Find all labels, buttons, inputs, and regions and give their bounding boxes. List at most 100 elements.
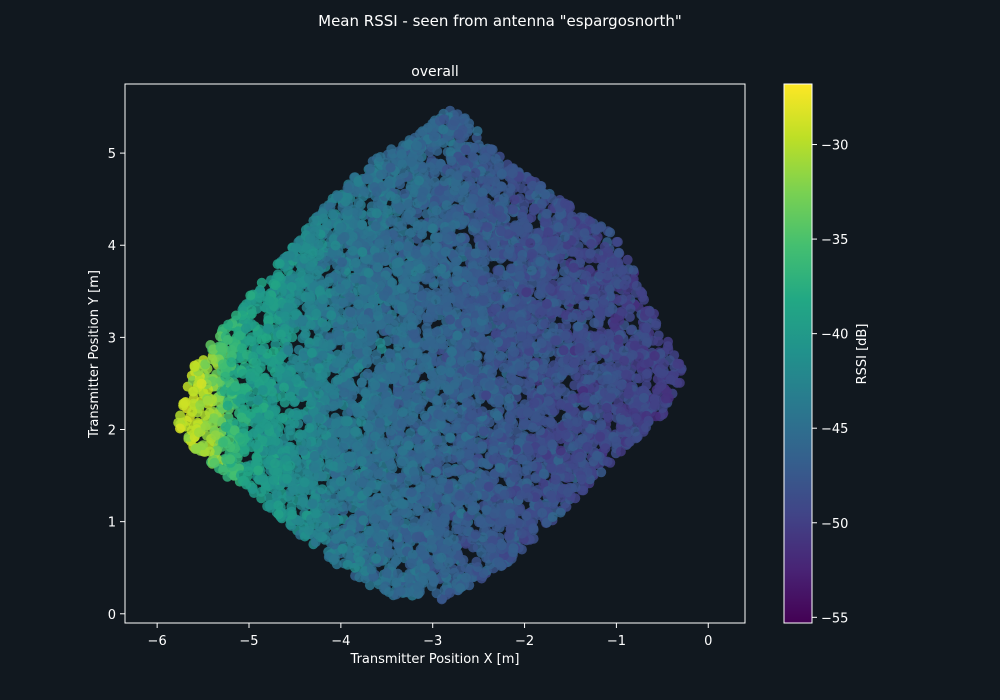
scatter-point	[536, 384, 547, 395]
scatter-point	[238, 422, 249, 433]
scatter-point	[596, 467, 607, 478]
scatter-points	[173, 105, 687, 605]
scatter-point	[475, 515, 486, 526]
scatter-point	[336, 314, 347, 325]
scatter-point	[405, 299, 415, 310]
scatter-point	[554, 210, 565, 220]
scatter-point	[527, 303, 538, 314]
scatter-point	[560, 330, 571, 341]
scatter-point	[392, 266, 402, 277]
scatter-point	[468, 142, 479, 153]
scatter-point	[489, 164, 500, 175]
scatter-point	[461, 518, 472, 529]
scatter-point	[424, 146, 435, 157]
scatter-point	[307, 248, 318, 259]
scatter-point	[594, 403, 604, 414]
scatter-point	[585, 248, 596, 259]
scatter-point	[476, 547, 487, 558]
scatter-point	[556, 383, 567, 394]
scatter-point	[437, 474, 448, 485]
scatter-point	[305, 320, 316, 330]
scatter-point	[236, 412, 247, 423]
scatter-point	[404, 260, 415, 271]
scatter-point	[538, 478, 549, 489]
scatter-point	[427, 542, 438, 553]
scatter-point	[433, 232, 444, 243]
scatter-point	[405, 428, 416, 438]
scatter-point	[314, 249, 325, 260]
plot-subtitle: overall	[411, 64, 459, 80]
scatter-point	[622, 254, 633, 265]
scatter-point	[503, 401, 514, 411]
scatter-point	[415, 128, 425, 139]
scatter-point	[504, 422, 515, 433]
figure-title: Mean RSSI - seen from antenna "espargosn…	[318, 12, 682, 30]
scatter-point	[498, 193, 509, 204]
scatter-point	[543, 396, 554, 406]
scatter-point	[555, 507, 566, 518]
scatter-point	[362, 368, 373, 379]
scatter-point	[530, 473, 541, 484]
scatter-point	[487, 239, 498, 250]
scatter-point	[641, 380, 652, 391]
scatter-point	[229, 369, 240, 380]
scatter-point	[663, 344, 674, 355]
scatter-point	[657, 403, 668, 414]
scatter-point	[665, 374, 676, 385]
scatter-point	[352, 207, 363, 217]
scatter-point	[246, 304, 257, 315]
scatter-point	[264, 492, 275, 503]
scatter-point	[347, 391, 358, 402]
scatter-point	[643, 357, 654, 368]
scatter-point	[467, 259, 478, 270]
scatter-point	[401, 268, 412, 279]
scatter-point	[561, 321, 572, 332]
scatter-point	[439, 114, 450, 125]
scatter-point	[415, 481, 426, 492]
scatter-point	[423, 512, 434, 523]
scatter-point	[399, 291, 410, 302]
scatter-point	[234, 330, 245, 341]
scatter-point	[477, 187, 488, 198]
scatter-point	[611, 237, 622, 247]
scatter-point	[517, 211, 528, 222]
scatter-point	[641, 369, 652, 380]
scatter-point	[509, 194, 520, 205]
scatter-point	[338, 297, 349, 308]
scatter-point	[394, 204, 405, 215]
scatter-point	[311, 308, 322, 319]
scatter-point	[382, 205, 393, 216]
scatter-point	[376, 319, 386, 330]
scatter-point	[617, 264, 628, 275]
scatter-point	[439, 517, 450, 528]
scatter-point	[385, 425, 396, 436]
scatter-point	[506, 373, 517, 384]
scatter-point	[650, 411, 661, 422]
scatter-point	[629, 340, 640, 351]
scatter-point	[536, 198, 547, 209]
scatter-point	[529, 203, 540, 214]
scatter-point	[212, 445, 222, 456]
scatter-point	[445, 432, 456, 443]
scatter-point	[277, 391, 288, 402]
scatter-point	[504, 393, 515, 404]
scatter-point	[392, 547, 403, 558]
scatter-point	[341, 501, 352, 512]
scatter-point	[252, 394, 263, 405]
scatter-point	[674, 377, 685, 388]
scatter-point	[639, 294, 649, 305]
scatter-point	[548, 259, 558, 270]
scatter-point	[493, 265, 504, 276]
scatter-point	[396, 220, 407, 231]
scatter-point	[256, 493, 267, 504]
scatter-point	[578, 485, 589, 496]
scatter-point	[289, 418, 300, 429]
scatter-point	[625, 303, 636, 314]
scatter-point	[628, 265, 639, 276]
scatter-point	[527, 278, 538, 289]
scatter-point	[491, 328, 501, 339]
scatter-point	[256, 277, 267, 288]
scatter-point	[506, 263, 516, 274]
scatter-point	[246, 332, 257, 343]
